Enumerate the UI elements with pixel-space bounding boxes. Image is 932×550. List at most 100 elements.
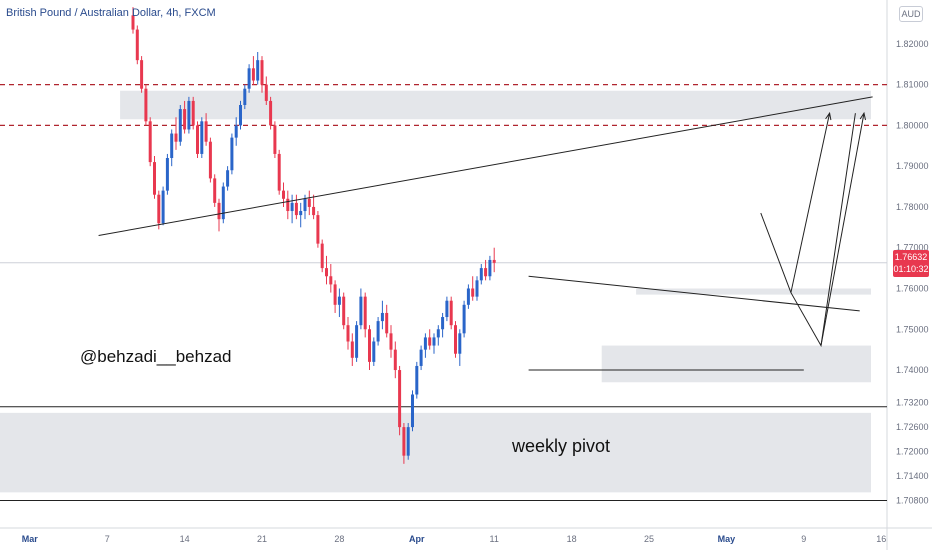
x-tick-label: 28 — [334, 534, 344, 544]
candle — [204, 121, 208, 142]
candle — [316, 215, 320, 244]
author-watermark: @behzadi__behzad — [80, 347, 232, 366]
candle — [355, 325, 359, 358]
candle — [376, 321, 380, 342]
candle — [290, 202, 294, 212]
candle — [144, 88, 148, 122]
x-tick-label: 11 — [490, 534, 499, 544]
candle — [131, 15, 135, 30]
candle — [251, 68, 255, 81]
y-tick-label: 1.73200 — [896, 398, 929, 408]
candle — [488, 259, 492, 277]
candle — [286, 198, 290, 212]
candle — [282, 190, 285, 199]
candle — [337, 296, 341, 305]
countdown-timer: 01:10:32 — [893, 264, 929, 274]
candle — [307, 198, 311, 207]
candle — [423, 337, 427, 350]
y-tick-label: 1.72600 — [896, 422, 929, 432]
candle — [273, 125, 277, 154]
projection-arrowhead-0 — [825, 111, 832, 121]
x-tick-label: 25 — [644, 534, 654, 544]
x-tick-label: 7 — [105, 534, 110, 544]
x-tick-label: 18 — [567, 534, 577, 544]
candle — [213, 178, 217, 203]
zone-1 — [636, 288, 871, 295]
y-tick-label: 1.81000 — [896, 80, 929, 90]
candle — [269, 100, 273, 126]
candle — [148, 121, 152, 163]
chart-title: British Pound / Australian Dollar, 4h, F… — [6, 7, 216, 19]
candle — [140, 60, 144, 89]
candle — [441, 317, 445, 330]
candle — [170, 133, 174, 159]
y-tick-label: 1.75000 — [896, 324, 929, 334]
candle — [406, 427, 410, 456]
candle — [277, 153, 281, 191]
trendline-1 — [528, 275, 860, 312]
zone-0 — [120, 90, 872, 120]
candle — [256, 60, 260, 81]
candle — [217, 202, 221, 220]
candle — [135, 29, 139, 61]
candle — [153, 162, 156, 195]
candle — [428, 337, 432, 346]
candle — [247, 68, 251, 89]
y-tick-label: 1.82000 — [896, 39, 929, 49]
projection-path — [760, 113, 856, 348]
candle — [226, 170, 230, 187]
candle — [466, 288, 470, 305]
candle — [411, 394, 414, 428]
candle — [264, 84, 268, 101]
candle — [294, 202, 298, 216]
candle — [350, 341, 354, 358]
candle — [303, 198, 307, 212]
last-price-tag: 1.76632 01:10:32 — [893, 250, 929, 277]
candle — [174, 133, 178, 142]
candle — [363, 296, 367, 330]
candle — [325, 268, 328, 277]
candle — [230, 137, 234, 171]
candle — [432, 337, 436, 346]
candle — [342, 296, 346, 326]
candle — [161, 190, 165, 224]
zone-3 — [0, 412, 871, 493]
candle — [329, 276, 333, 285]
candle — [346, 325, 350, 342]
candle — [402, 427, 406, 456]
currency-badge[interactable]: AUD — [899, 6, 923, 22]
projection-arrow-0 — [790, 113, 831, 293]
candle — [393, 349, 397, 371]
projection-arrow-1 — [820, 113, 865, 346]
candle — [196, 125, 199, 154]
candle — [462, 304, 466, 334]
candle — [445, 300, 449, 318]
candle — [484, 268, 488, 277]
candle — [221, 186, 225, 220]
y-tick-label: 1.71400 — [896, 471, 929, 481]
x-tick-label: May — [718, 534, 736, 544]
candle — [471, 288, 475, 297]
x-tick-label: 14 — [180, 534, 190, 544]
candle — [359, 296, 363, 326]
candle — [178, 109, 182, 142]
y-tick-label: 1.80000 — [896, 120, 929, 130]
weekly-pivot-label: weekly pivot — [512, 436, 611, 456]
candle — [187, 100, 191, 130]
last-price-value: 1.76632 — [894, 252, 928, 262]
candle — [385, 312, 389, 334]
candle — [333, 284, 337, 305]
y-tick-label: 1.79000 — [896, 161, 929, 171]
zone-2 — [601, 345, 871, 383]
y-tick-label: 1.77000 — [896, 243, 929, 253]
candle — [191, 100, 195, 126]
candle — [320, 243, 324, 269]
candle — [419, 349, 423, 366]
candle — [234, 125, 238, 138]
candle — [372, 341, 376, 362]
y-tick-label: 1.76000 — [896, 283, 929, 293]
candle — [183, 109, 187, 130]
candle — [449, 300, 453, 326]
candle — [389, 333, 393, 350]
